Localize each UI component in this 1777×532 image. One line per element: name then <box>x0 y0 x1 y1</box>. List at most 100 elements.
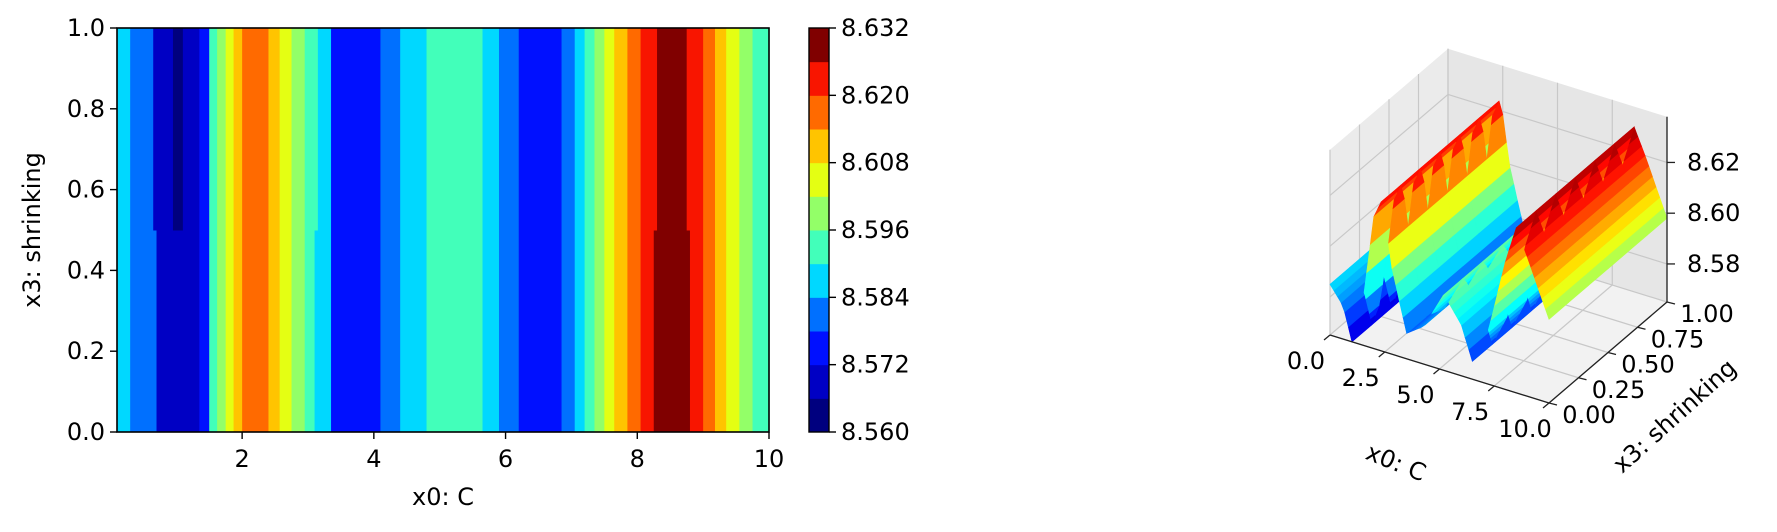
contour-y-tick-label: 0.6 <box>67 176 105 204</box>
contour-band <box>233 230 243 432</box>
contour-band <box>130 230 158 432</box>
contour-band <box>518 28 563 231</box>
contour-band <box>156 230 200 432</box>
colorbar-tick-label: 8.620 <box>841 81 910 109</box>
contour-band <box>291 230 306 432</box>
contour-x-ticks: 2 4 6 8 10 <box>234 432 784 473</box>
contour-band <box>614 230 629 432</box>
surface-3d-plot: 0.0 2.5 5.0 7.5 10.0 0.000.250.500.751.00 8.… <box>1287 48 1742 487</box>
surface-3d-x-tick <box>1323 334 1331 341</box>
contour-y-tick-label: 0.4 <box>67 256 105 284</box>
surface-3d-z-tick-label: 8.62 <box>1687 148 1740 176</box>
contour-band <box>225 28 235 231</box>
colorbar-tick-label: 8.596 <box>841 216 910 244</box>
colorbar-tick-label: 8.572 <box>841 351 910 379</box>
contour-band <box>657 28 688 231</box>
contour-band <box>380 28 401 231</box>
contour-y-tick-label: 1.0 <box>67 14 105 42</box>
colorbar-block <box>809 331 829 366</box>
colorbar-block <box>809 129 829 164</box>
contour-band <box>199 230 210 432</box>
contour-plot: 2 4 6 8 10 0.0 0.2 0.4 0.6 0.8 1.0 x0: C x3: shri… <box>18 14 784 511</box>
surface-3d-x-tick <box>1433 368 1440 375</box>
contour-band <box>314 230 332 432</box>
contour-band <box>584 28 596 231</box>
contour-band <box>482 230 500 432</box>
contour-x-axis-label: x0: C <box>412 483 474 511</box>
contour-x-tick-label: 6 <box>498 445 513 473</box>
surface-3d-z-ticks: 8.58 8.60 8.62 <box>1667 148 1740 278</box>
contour-band <box>217 230 227 432</box>
contour-band <box>714 28 727 231</box>
contour-band <box>561 230 576 432</box>
surface-3d-x-tick <box>1542 402 1550 409</box>
contour-band <box>703 230 716 432</box>
contour-band <box>518 230 563 432</box>
contour-band <box>225 230 235 432</box>
contour-band <box>268 28 281 231</box>
contour-band <box>199 28 210 231</box>
contour-band <box>380 230 401 432</box>
contour-band <box>689 230 704 432</box>
surface-3d-x-tick-label: 5.0 <box>1396 381 1434 409</box>
contour-band <box>726 28 740 231</box>
contour-band <box>614 28 629 231</box>
contour-band <box>182 28 200 231</box>
contour-band <box>739 28 754 231</box>
contour-plot-frame <box>116 27 770 433</box>
colorbar-ticks: 8.560 8.572 8.584 8.596 8.608 8.620 8.632 <box>829 14 910 446</box>
contour-band <box>584 230 596 432</box>
surface-3d-x-tick <box>1487 385 1495 392</box>
surface-3d-x-tick-label: 10.0 <box>1498 415 1551 443</box>
contour-band <box>279 230 293 432</box>
contour-band <box>130 28 154 231</box>
contour-band <box>400 230 428 432</box>
contour-band <box>279 28 293 231</box>
surface-3d-grid-line <box>1329 93 1449 196</box>
contour-band <box>627 230 642 432</box>
contour-band <box>117 28 131 231</box>
colorbar-block <box>809 162 829 197</box>
contour-y-tick-label: 0.2 <box>67 337 105 365</box>
contour-x-tick-label: 2 <box>234 445 249 473</box>
contour-y-tick-label: 0.0 <box>67 418 105 446</box>
surface-3d-z-tick-label: 8.60 <box>1687 199 1740 227</box>
contour-band <box>209 28 218 231</box>
contour-band <box>291 28 306 231</box>
colorbar-block <box>809 398 829 433</box>
surface-3d-x-ticks: 0.0 2.5 5.0 7.5 10.0 <box>1287 334 1552 443</box>
contour-band <box>653 230 691 432</box>
contour-band <box>242 28 270 231</box>
colorbar-block <box>809 263 829 298</box>
contour-band <box>640 230 655 432</box>
contour-band <box>627 28 642 231</box>
contour-x-tick-label: 4 <box>366 445 381 473</box>
contour-band <box>304 28 319 231</box>
contour-band <box>209 230 218 432</box>
contour-band <box>640 28 658 231</box>
colorbar-tick-label: 8.632 <box>841 14 910 42</box>
surface-3d-x-tick <box>1378 351 1386 358</box>
contour-band <box>331 28 382 231</box>
colorbar-block <box>809 95 829 130</box>
surface-3d-y-tick-label: 0.00 <box>1562 401 1615 429</box>
contour-band <box>172 28 184 231</box>
surface-3d-y-tick-label: 1.00 <box>1680 300 1733 328</box>
surface-3d-facet <box>1329 266 1354 291</box>
surface-3d-x-axis-label: x0: C <box>1362 438 1430 487</box>
colorbar-block <box>809 230 829 265</box>
colorbar-block <box>809 28 829 63</box>
contour-band <box>217 28 227 231</box>
contour-x-tick-label: 8 <box>630 445 645 473</box>
contour-band <box>304 230 316 432</box>
contour-band <box>561 28 576 231</box>
contour-band <box>482 28 500 231</box>
contour-band <box>739 230 754 432</box>
surface-3d-y-tick <box>1637 326 1646 330</box>
surface-3d-y-tick-label: 0.75 <box>1651 325 1704 353</box>
contour-band <box>604 230 615 432</box>
contour-band <box>703 28 716 231</box>
contour-band <box>574 230 586 432</box>
contour-band <box>594 230 605 432</box>
colorbar-block <box>809 61 829 96</box>
